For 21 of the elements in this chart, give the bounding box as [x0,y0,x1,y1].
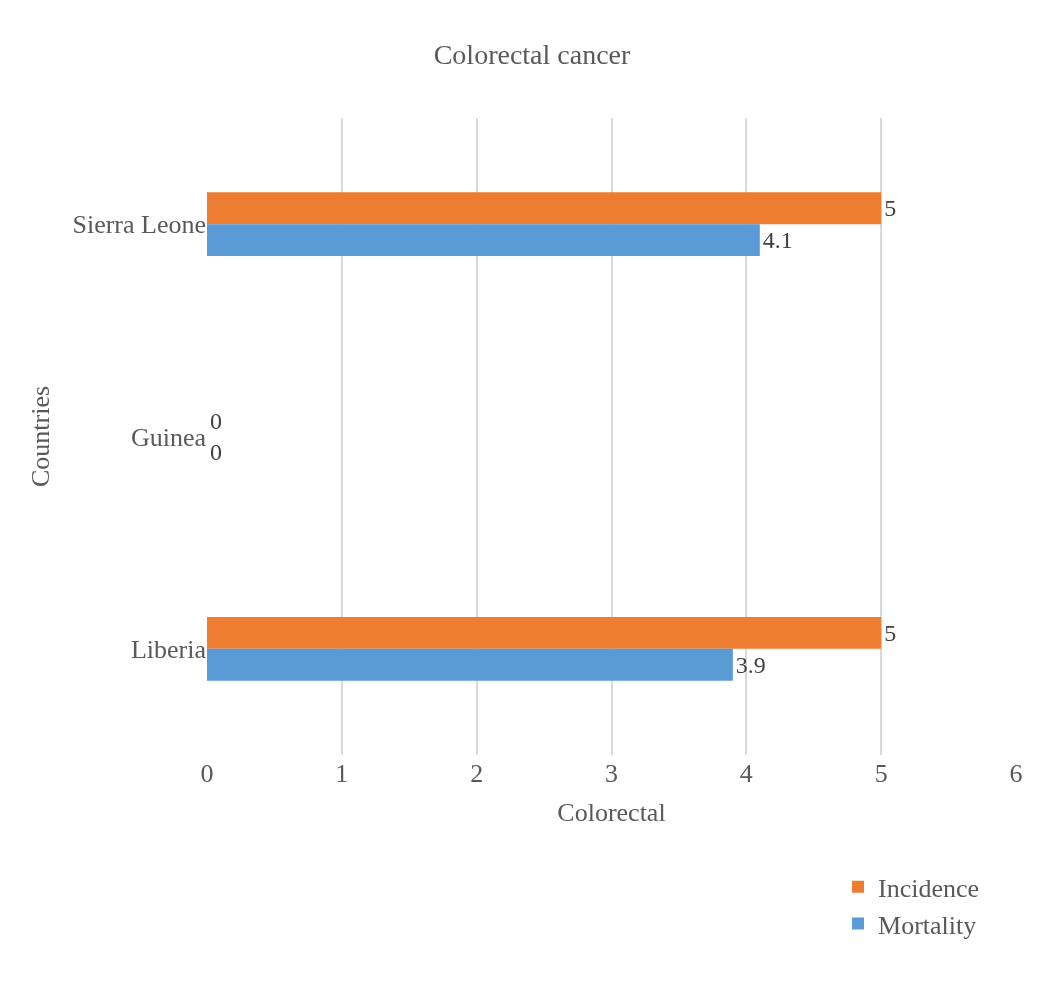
y-tick-label: Sierra Leone [72,210,206,240]
data-label: 0 [210,407,222,434]
data-label: 5 [884,619,897,646]
x-tick-label: 3 [605,759,618,788]
legend-label: Incidence [878,873,980,903]
x-tick-label: 4 [739,759,753,788]
chart-title: Colorectal cancer [433,38,631,70]
y-tick-label: Liberia [130,634,207,664]
y-axis-title: Countries [25,385,55,488]
x-tick-label: 2 [470,759,484,788]
x-tick-label: 0 [200,759,214,788]
data-label: 5 [884,195,897,222]
data-label: 3.9 [735,651,766,678]
x-tick-label: 5 [874,759,888,788]
x-tick-label: 1 [335,759,349,788]
x-tick-label: 6 [1009,759,1023,788]
data-label: 4.1 [762,227,793,254]
y-tick-label: Guinea [130,422,207,452]
legend-label: Mortality [878,910,977,940]
x-axis-title: Colorectal [557,797,666,827]
data-label: 0 [210,439,222,466]
